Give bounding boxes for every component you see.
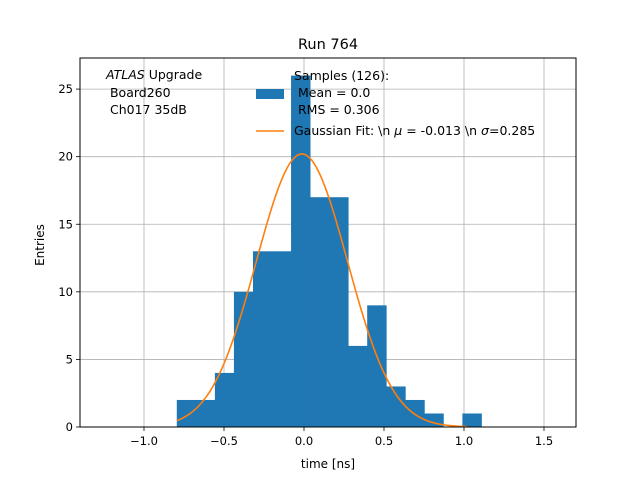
x-tick-label: −0.5 (210, 434, 238, 448)
x-axis-label: time [ns] (301, 457, 355, 471)
atlas-annotation: ATLAS Upgrade Board260 Ch017 35dB (105, 67, 202, 117)
plot-frame (79, 57, 577, 428)
y-tick-label: 0 (66, 420, 73, 434)
y-tick-label: 15 (58, 217, 73, 231)
x-tick-label: 0.5 (375, 434, 393, 448)
histogram-bar (272, 251, 292, 427)
annotation-line-2: Board260 (106, 85, 171, 100)
histogram-bar (462, 413, 482, 427)
histogram-bar (310, 197, 330, 427)
annotation-line-3: Ch017 35dB (106, 102, 187, 117)
annotation-italic: ATLAS (105, 67, 145, 82)
histogram-bar (252, 251, 273, 427)
histogram-bar (329, 197, 349, 427)
y-tick-label: 10 (58, 285, 73, 299)
histogram-bars (176, 75, 482, 428)
x-tick-label: 1.0 (455, 434, 473, 448)
legend-histogram-line-1: Samples (126): (294, 68, 389, 83)
annotation-rest: Upgrade (145, 67, 203, 82)
legend-histogram-line-3: RMS = 0.306 (294, 102, 380, 117)
x-tick-label: 1.5 (535, 434, 553, 448)
legend-fit-prefix: Gaussian Fit: \n (294, 123, 394, 138)
y-tick-label: 5 (66, 352, 73, 366)
chart-title: Run 764 (298, 37, 358, 53)
gaussian-fit-curve (176, 153, 468, 428)
axis-ticks: −1.0 −0.5 0.0 0.5 1.0 1.5 0 5 10 15 20 25 (58, 82, 553, 448)
legend-fit-label: Gaussian Fit: \n μ = -0.013 \n σ=0.285 (294, 123, 535, 138)
histogram-bar (195, 399, 216, 427)
histogram-bar (214, 372, 235, 427)
legend: Samples (126): Mean = 0.0 RMS = 0.306 Ga… (256, 68, 535, 138)
histogram-bar (291, 75, 311, 428)
x-tick-label: 0.0 (295, 434, 313, 448)
y-tick-label: 25 (58, 82, 73, 96)
legend-histogram-line-2: Mean = 0.0 (294, 85, 370, 100)
legend-fit-sigma: σ (481, 123, 490, 138)
histogram-bar (348, 345, 368, 427)
y-tick-label: 20 (58, 150, 73, 164)
legend-fit-sigma-value: =0.285 (489, 123, 535, 138)
y-axis-label: Entries (33, 224, 47, 266)
annotation-line-1: ATLAS Upgrade (105, 67, 202, 82)
legend-fit-mu: μ (393, 123, 402, 138)
histogram-bar (233, 291, 254, 427)
gaussian-fit-layer (176, 153, 468, 428)
legend-histogram-swatch (256, 89, 284, 99)
legend-fit-mu-value: = -0.013 \n (402, 123, 481, 138)
x-tick-label: −1.0 (130, 434, 158, 448)
histogram-bar (176, 399, 197, 427)
histogram-bar (367, 305, 387, 427)
histogram-bar (386, 386, 406, 427)
